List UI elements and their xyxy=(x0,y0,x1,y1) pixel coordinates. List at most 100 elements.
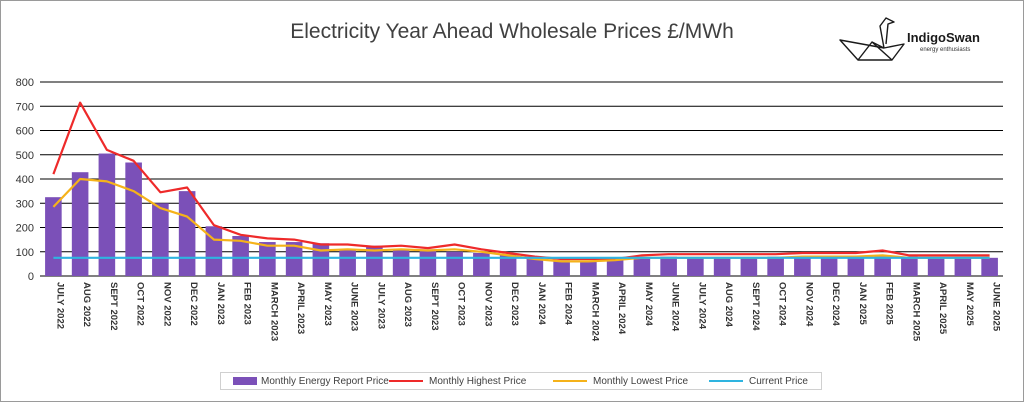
legend-swatch-highest xyxy=(389,380,423,382)
x-tick-label: APRIL 2024 xyxy=(616,282,627,335)
bar xyxy=(981,257,998,276)
bar xyxy=(794,256,811,276)
bar xyxy=(125,162,142,276)
logo-name: IndigoSwan xyxy=(907,30,980,45)
logo-tagline: energy enthusiasts xyxy=(920,47,971,53)
legend-label-lowest: Monthly Lowest Price xyxy=(593,375,689,387)
bar xyxy=(927,257,945,276)
bar xyxy=(419,249,437,276)
bar xyxy=(259,242,276,276)
x-tick-label: DEC 2023 xyxy=(509,282,520,326)
x-tick-label: JULY 2022 xyxy=(54,282,65,329)
bar xyxy=(713,257,731,276)
legend-item-highest: Monthly Highest Price xyxy=(389,375,526,387)
x-tick-label: APRIL 2023 xyxy=(295,282,306,334)
bar xyxy=(633,257,651,276)
bar xyxy=(553,260,570,276)
x-tick-label: SEPT 2023 xyxy=(429,282,440,331)
legend-item-current: Current Price xyxy=(709,375,808,387)
bar xyxy=(901,256,918,276)
bar xyxy=(312,243,330,276)
x-tick-label: AUG 2023 xyxy=(402,282,413,327)
legend-label-current: Current Price xyxy=(749,375,808,387)
y-tick-label: 100 xyxy=(16,247,34,259)
bar xyxy=(339,249,356,276)
bar xyxy=(767,256,784,276)
x-tick-label: JULY 2023 xyxy=(375,282,386,329)
y-tick-label: 0 xyxy=(28,271,34,283)
bar xyxy=(446,251,463,276)
bar xyxy=(847,256,865,276)
x-tick-label: JUNE 2024 xyxy=(670,282,681,332)
x-tick-label: AUG 2024 xyxy=(723,282,734,328)
chart-title: Electricity Year Ahead Wholesale Prices … xyxy=(290,20,734,43)
legend-item-report: Monthly Energy Report Price xyxy=(233,375,389,387)
x-tick-label: NOV 2022 xyxy=(161,282,172,326)
bar xyxy=(687,257,704,276)
bar xyxy=(232,235,249,276)
y-tick-label: 400 xyxy=(16,174,34,186)
bar xyxy=(820,256,838,276)
x-tick-label: JAN 2024 xyxy=(536,282,547,325)
bar xyxy=(392,249,410,276)
legend-swatch-current xyxy=(709,380,743,382)
x-tick-label: DEC 2024 xyxy=(830,282,841,327)
x-tick-label: OCT 2024 xyxy=(777,282,788,327)
y-tick-label: 800 xyxy=(16,77,34,89)
legend: Monthly Energy Report Price Monthly High… xyxy=(220,372,822,390)
swan-logo-icon xyxy=(839,17,905,61)
x-tick-label: DEC 2022 xyxy=(188,282,199,326)
bar xyxy=(874,256,891,276)
x-tick-label: JUNE 2023 xyxy=(349,282,360,331)
y-tick-label: 300 xyxy=(16,198,34,210)
bar xyxy=(954,257,972,276)
bar xyxy=(526,257,544,276)
bar xyxy=(285,242,303,276)
bar xyxy=(152,203,169,276)
legend-label-report: Monthly Energy Report Price xyxy=(261,375,389,387)
legend-label-highest: Monthly Highest Price xyxy=(429,375,527,387)
x-tick-label: JAN 2023 xyxy=(215,282,226,325)
legend-item-lowest: Monthly Lowest Price xyxy=(553,375,688,387)
bar xyxy=(580,261,597,276)
x-tick-label: MARCH 2025 xyxy=(910,282,921,342)
x-tick-label: JUNE 2025 xyxy=(991,282,1002,332)
series-line xyxy=(52,101,990,261)
x-tick-label: AUG 2022 xyxy=(81,282,92,327)
bar xyxy=(740,257,758,276)
x-tick-label: SEPT 2024 xyxy=(750,282,761,331)
x-tick-label: OCT 2022 xyxy=(135,282,146,326)
bar xyxy=(71,172,89,276)
x-tick-label: MAY 2025 xyxy=(964,282,975,327)
x-tick-label: MAY 2023 xyxy=(322,282,333,326)
bar xyxy=(606,260,624,276)
x-tick-label: NOV 2024 xyxy=(803,282,814,327)
bar xyxy=(45,197,62,276)
bar xyxy=(660,256,677,276)
x-tick-label: JULY 2024 xyxy=(696,282,707,330)
x-tick-label: JAN 2025 xyxy=(857,282,868,325)
x-tick-label: SEPT 2022 xyxy=(108,282,119,331)
x-tick-label: APRIL 2025 xyxy=(937,282,948,335)
x-tick-label: NOV 2023 xyxy=(482,282,493,326)
x-tick-label: OCT 2023 xyxy=(456,282,467,326)
x-tick-label: MARCH 2023 xyxy=(268,282,279,341)
y-tick-label: 500 xyxy=(16,150,34,162)
y-tick-label: 600 xyxy=(16,126,34,138)
y-tick-label: 700 xyxy=(16,101,34,113)
legend-swatch-lowest xyxy=(553,380,587,382)
legend-swatch-report xyxy=(233,377,257,385)
bar xyxy=(473,252,490,276)
x-tick-label: FEB 2024 xyxy=(563,282,574,325)
bar xyxy=(366,245,383,276)
bar xyxy=(178,191,196,276)
x-tick-label: MARCH 2024 xyxy=(589,282,600,342)
x-tick-label: FEB 2025 xyxy=(884,282,895,325)
bar xyxy=(98,153,116,276)
x-tick-label: MAY 2024 xyxy=(643,282,654,327)
bar xyxy=(499,254,517,276)
y-tick-label: 200 xyxy=(16,223,34,235)
x-tick-label: FEB 2023 xyxy=(242,282,253,325)
